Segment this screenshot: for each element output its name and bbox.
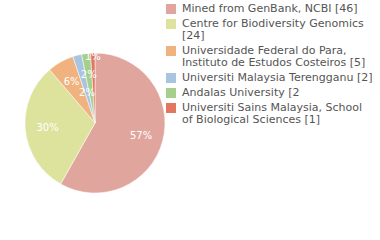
html-text:Universidade Federal do Para,: Universidade Federal do Para, Instituto … xyxy=(182,44,366,69)
html-text:Andalas University [2: Andalas University [2 xyxy=(182,86,300,99)
svg-text:2%: 2% xyxy=(79,87,95,98)
html-text:Universiti Malaysia Terengganu: Universiti Malaysia Terengganu [2] xyxy=(182,71,373,84)
svg-text:57%: 57% xyxy=(130,130,152,141)
svg-text:2%: 2% xyxy=(81,69,97,80)
svg-text:6%: 6% xyxy=(64,76,80,87)
html-text:Mined from GenBank, NCBI [46]: Mined from GenBank, NCBI [46] xyxy=(182,2,358,15)
html-text:Universiti Sains Malaysia, Sch: Universiti Sains Malaysia, School of Bio… xyxy=(182,101,363,126)
svg-text:30%: 30% xyxy=(37,122,59,133)
svg-text:1%: 1% xyxy=(85,51,101,62)
html-text:Centre for Biodiversity Genomi: Centre for Biodiversity Genomics [24] xyxy=(182,17,364,42)
